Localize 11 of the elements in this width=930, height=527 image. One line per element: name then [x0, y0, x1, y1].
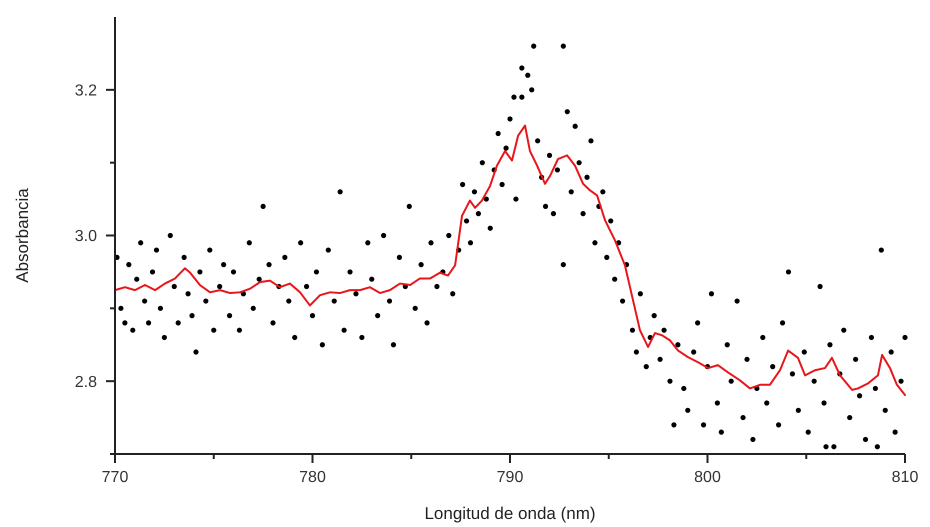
- x-tick-label: 790: [496, 469, 524, 486]
- x-axis-title: Longitud de onda (nm): [424, 504, 596, 523]
- y-axis-title: Absorbancia: [13, 188, 32, 283]
- x-tick-label: 770: [102, 469, 128, 486]
- y-tick-label: 3.0: [74, 228, 98, 246]
- x-tick-label: 780: [299, 469, 326, 486]
- line-series: [114, 124, 906, 396]
- x-tick-label: 810: [892, 469, 918, 486]
- x-tick-label: 800: [694, 469, 721, 486]
- y-tick-label: 2.8: [74, 374, 98, 391]
- y-tick-label: 3.2: [74, 82, 98, 100]
